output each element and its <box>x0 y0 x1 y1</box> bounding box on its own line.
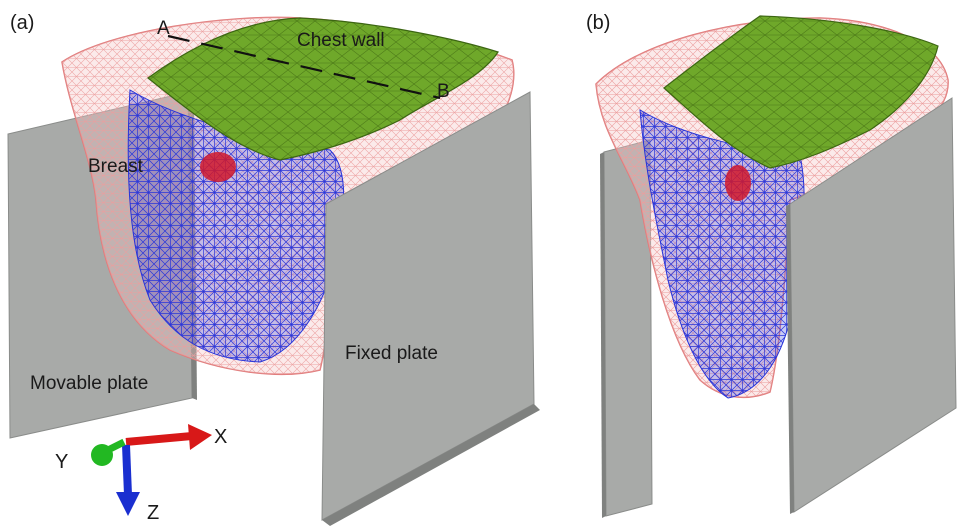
axis-y-label: Y <box>55 451 69 473</box>
axis-z-arrowhead <box>116 492 140 516</box>
tumor-a <box>200 152 236 182</box>
point-a-label: A <box>157 18 170 39</box>
axes-triad <box>91 424 212 516</box>
panel-label-b: (b) <box>586 12 611 34</box>
chest-wall-a <box>147 17 499 161</box>
right-plate-b <box>789 97 957 513</box>
chest-wall-b <box>663 15 939 169</box>
axis-x-label: X <box>214 426 228 448</box>
fixed-plate-a-edge <box>322 404 540 526</box>
chest-wall-label: Chest wall <box>297 30 385 51</box>
axis-z-arrow <box>122 444 132 496</box>
point-b-label: B <box>437 81 450 102</box>
breast-label: Breast <box>88 156 143 177</box>
axis-x-arrowhead <box>188 424 212 450</box>
section-line-ab <box>167 34 441 100</box>
movable-plate-label: Movable plate <box>30 373 149 394</box>
fixed-plate-label: Fixed plate <box>345 343 438 364</box>
panel-label-a: (a) <box>10 12 35 34</box>
axis-z-label: Z <box>147 502 160 524</box>
tumor-b <box>725 165 751 201</box>
panel-a <box>7 16 540 526</box>
panel-b <box>595 15 957 518</box>
axis-x-arrow <box>125 432 193 446</box>
